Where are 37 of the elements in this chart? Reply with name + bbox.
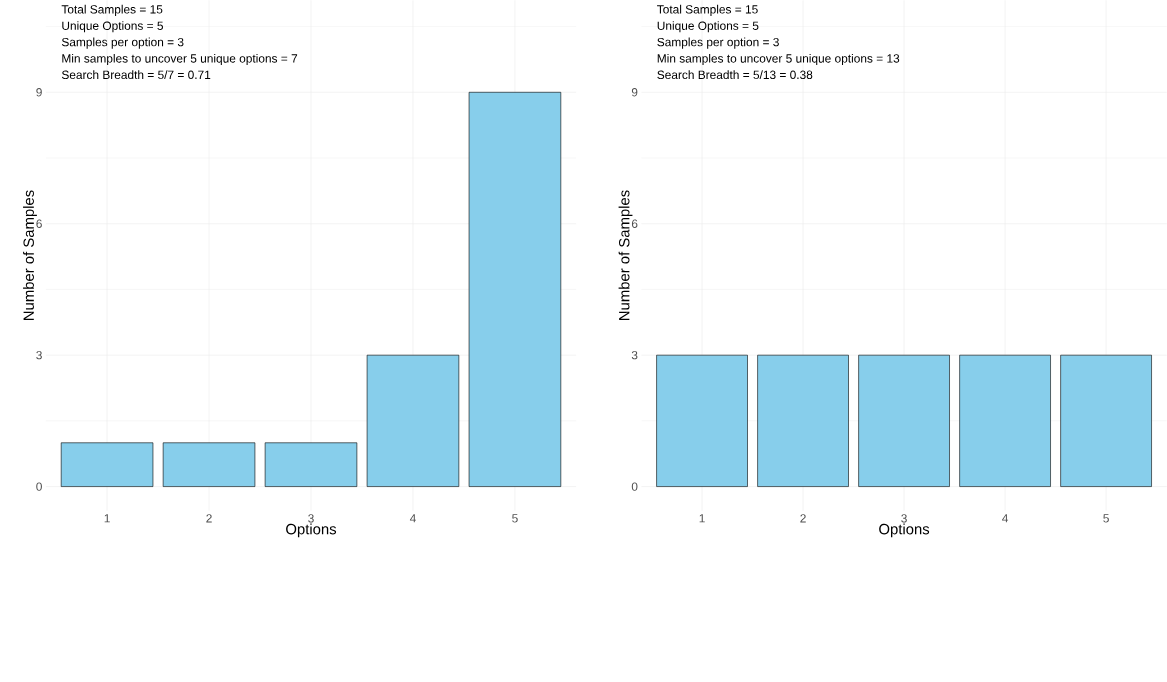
y-axis-title: Number of Samples	[618, 190, 633, 321]
y-tick-label: 0	[36, 482, 42, 492]
y-tick-label: 0	[631, 482, 638, 492]
x-tick-label: 2	[206, 514, 212, 523]
bar	[264, 442, 358, 488]
y-tick-label: 6	[36, 219, 42, 229]
annotation: Unique Options = 5	[62, 21, 164, 33]
annotation: Samples per option = 3	[61, 37, 184, 49]
annotation: Total Samples = 15	[61, 5, 163, 17]
annotation: Search Breadth = 5/7 = 0.71	[61, 70, 211, 80]
annotation: Total Samples = 15	[657, 5, 758, 17]
x-tick-label: 5	[512, 514, 518, 523]
x-tick-label: 1	[699, 514, 705, 523]
annotation: Min samples to uncover 5 unique options = 7	[62, 54, 298, 66]
annotation: Search Breadth = 5/13 = 0.38	[657, 70, 813, 80]
x-tick-label: 2	[800, 514, 806, 523]
bar	[366, 355, 460, 488]
x-tick-label: 4	[409, 514, 416, 523]
x-tick-label: 3	[901, 514, 907, 523]
y-tick-label: 6	[631, 219, 638, 229]
x-axis-title: Options	[879, 523, 930, 538]
annotation: Samples per option = 3	[657, 37, 779, 49]
x-tick-label: 5	[1103, 514, 1109, 523]
x-axis-title: Options	[286, 523, 337, 538]
x-tick-label: 1	[104, 514, 110, 523]
annotation: Unique Options = 5	[657, 21, 759, 33]
y-tick-label: 9	[36, 88, 42, 97]
y-tick-label: 3	[631, 351, 638, 360]
annotation: Min samples to uncover 5 unique options = 13	[657, 54, 900, 66]
y-tick-label: 9	[631, 88, 638, 97]
bar	[60, 442, 154, 488]
y-tick-label: 3	[36, 351, 42, 360]
x-tick-label: 3	[308, 514, 314, 523]
y-axis-title: Number of Samples	[23, 190, 37, 321]
bar	[468, 92, 562, 488]
bar	[162, 442, 256, 488]
x-tick-label: 4	[1002, 514, 1009, 523]
